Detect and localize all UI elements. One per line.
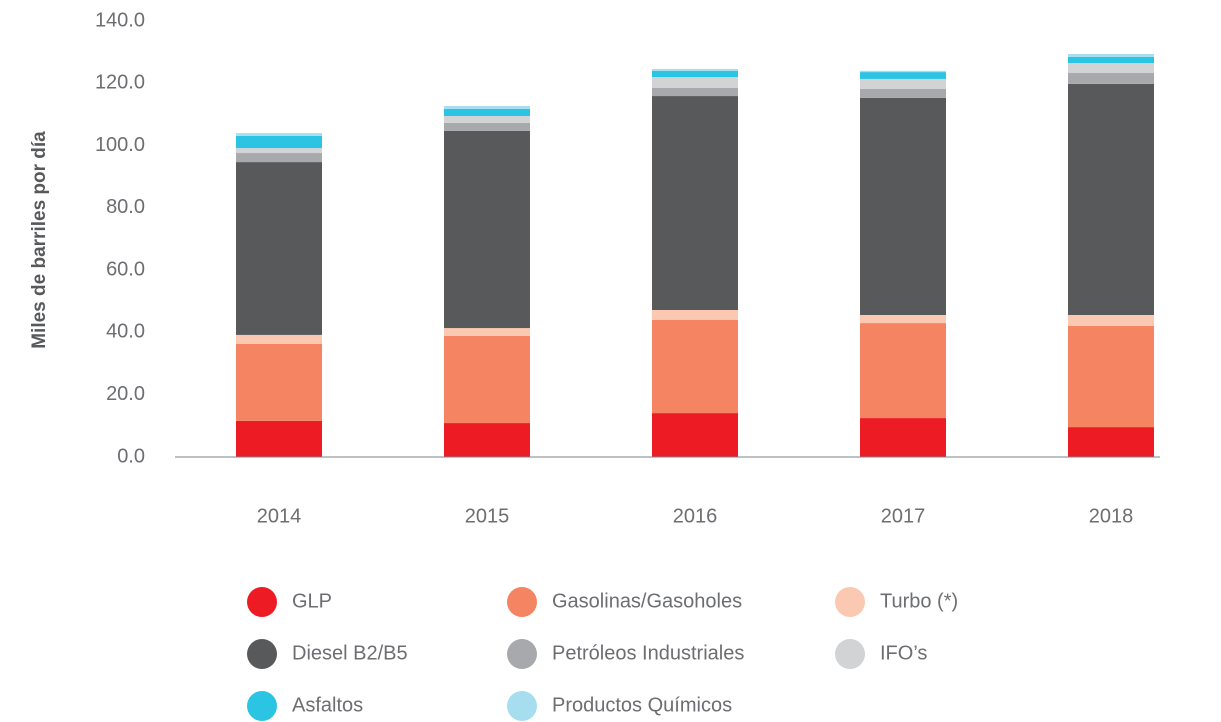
bar-segment xyxy=(236,162,322,335)
x-tick-label: 2015 xyxy=(465,505,510,527)
bar-segment xyxy=(1068,54,1154,57)
bar-segment xyxy=(1068,73,1154,84)
bar-segment xyxy=(1068,325,1154,428)
bar-segment xyxy=(860,314,946,324)
bar-segment xyxy=(1068,63,1154,74)
legend-label: Productos Químicos xyxy=(552,694,732,716)
legend-swatch xyxy=(247,587,277,617)
legend-swatch xyxy=(835,587,865,617)
bar-segment xyxy=(860,70,946,73)
bar-segment xyxy=(860,97,946,315)
legend-swatch xyxy=(835,639,865,669)
y-tick-label: 80.0 xyxy=(106,196,145,218)
y-tick-label: 140.0 xyxy=(95,9,145,31)
legend-label: Diesel B2/B5 xyxy=(292,642,408,664)
legend-label: Asfaltos xyxy=(292,694,363,716)
bar-segment xyxy=(652,310,738,320)
x-tick-label: 2018 xyxy=(1089,505,1134,527)
y-tick-label: 0.0 xyxy=(117,445,145,467)
legend-swatch xyxy=(507,639,537,669)
bar-segment xyxy=(652,413,738,457)
legend-swatch xyxy=(247,691,277,721)
y-axis-title: Miles de barriles por día xyxy=(29,131,50,349)
bar-segment xyxy=(236,334,322,344)
bar-segment xyxy=(444,328,530,336)
y-tick-label: 40.0 xyxy=(106,321,145,343)
bar-segment xyxy=(236,135,322,149)
bar-segment xyxy=(236,153,322,163)
bar-segment xyxy=(236,420,322,457)
x-tick-label: 2017 xyxy=(881,505,926,527)
bar-segment xyxy=(652,68,738,71)
bar-segment xyxy=(444,130,530,329)
bar-segment xyxy=(860,78,946,89)
legend-label: GLP xyxy=(292,590,332,612)
bar-segment xyxy=(444,335,530,424)
bar-segment xyxy=(444,108,530,116)
legend-label: Petróleos Industriales xyxy=(552,642,744,664)
legend-swatch xyxy=(507,587,537,617)
bar-segment xyxy=(1068,427,1154,457)
bar-segment xyxy=(444,115,530,123)
bar-segment xyxy=(860,418,946,457)
bar-segment xyxy=(1068,56,1154,64)
bar-segment xyxy=(1068,314,1154,326)
y-tick-label: 20.0 xyxy=(106,383,145,405)
bar-segment xyxy=(444,106,530,109)
y-tick-label: 120.0 xyxy=(95,72,145,94)
legend-swatch xyxy=(247,639,277,669)
bar-segment xyxy=(236,148,322,154)
y-tick-label: 60.0 xyxy=(106,258,145,280)
bar-segment xyxy=(860,323,946,419)
bar-segment xyxy=(860,72,946,79)
bar-segment xyxy=(444,122,530,131)
bar-segment xyxy=(652,77,738,88)
bar-segment xyxy=(1068,83,1154,315)
bar-segment xyxy=(652,319,738,414)
legend-label: Gasolinas/Gasoholes xyxy=(552,590,742,612)
legend-label: IFO’s xyxy=(880,642,927,664)
legend-swatch xyxy=(507,691,537,721)
bar-segment xyxy=(652,70,738,78)
x-tick-label: 2016 xyxy=(673,505,718,527)
bar-segment xyxy=(652,96,738,311)
bar-segment xyxy=(236,133,322,136)
bar-segment xyxy=(444,423,530,457)
x-tick-label: 2014 xyxy=(257,505,302,527)
bar-segment xyxy=(652,87,738,97)
bar-segment xyxy=(236,343,322,421)
bar-segment xyxy=(860,88,946,98)
y-tick-label: 100.0 xyxy=(95,134,145,156)
legend-label: Turbo (*) xyxy=(880,590,958,612)
